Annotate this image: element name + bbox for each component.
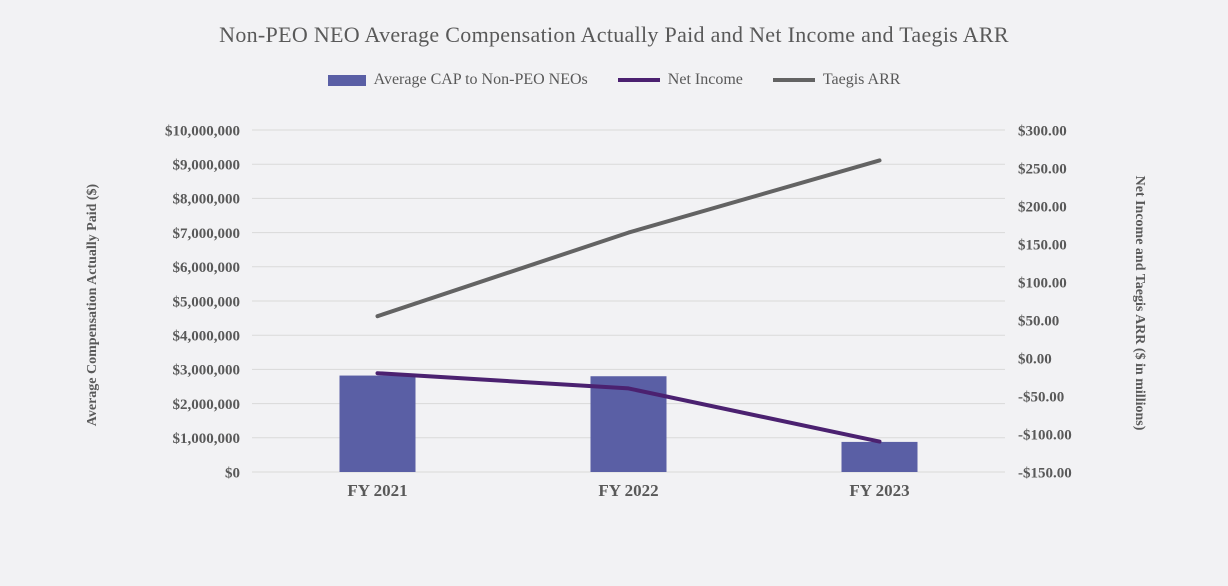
right-axis-tick: -$100.00 — [1018, 427, 1072, 443]
legend-label-taegis-arr: Taegis ARR — [822, 71, 901, 88]
right-axis-tick: $300.00 — [1018, 123, 1067, 139]
x-axis-label: FY 2021 — [347, 481, 407, 500]
bar-series — [339, 375, 918, 472]
left-axis-title: Average Compensation Actually Paid ($) — [85, 183, 100, 426]
right-axis-tick: $0.00 — [1018, 351, 1052, 367]
legend-label-average-cap: Average CAP to Non-PEO NEOs — [373, 71, 588, 88]
left-axis-tick: $10,000,000 — [165, 123, 240, 139]
left-axis-tick: $1,000,000 — [173, 431, 241, 447]
left-axis-tick: $8,000,000 — [173, 192, 241, 208]
legend-item-net-income: Net Income — [617, 71, 743, 89]
legend-label-net-income: Net Income — [667, 71, 743, 88]
left-axis-tick: $2,000,000 — [173, 397, 241, 413]
bar-fy-2022 — [590, 376, 667, 472]
right-axis-tick: $150.00 — [1018, 237, 1067, 253]
right-axis-tick: $250.00 — [1018, 161, 1067, 177]
right-axis-tick: $50.00 — [1018, 313, 1059, 329]
legend-bar-swatch-icon — [327, 74, 366, 86]
legend-item-taegis-arr: Taegis ARR — [772, 71, 901, 89]
bar-fy-2023 — [841, 441, 918, 472]
left-axis-tick: $7,000,000 — [173, 226, 241, 242]
legend-line-swatch-icon — [617, 78, 660, 82]
left-axis-tick: $6,000,000 — [173, 260, 241, 276]
right-axis-tick: -$50.00 — [1018, 389, 1064, 405]
right-axis-title: Net Income and Taegis ARR ($ in millions… — [1132, 176, 1147, 431]
x-axis-label: FY 2022 — [598, 481, 658, 500]
left-axis-tick: $4,000,000 — [173, 328, 241, 344]
left-axis-tick: $9,000,000 — [173, 157, 241, 173]
legend-item-average-cap: Average CAP to Non-PEO NEOs — [327, 71, 588, 89]
right-axis-tick: $200.00 — [1018, 199, 1067, 215]
chart-legend: Average CAP to Non-PEO NEOs Net Income T… — [0, 71, 1228, 89]
x-axis-labels: FY 2021 FY 2022 FY 2023 — [347, 481, 909, 500]
chart-title: Non-PEO NEO Average Compensation Actuall… — [219, 22, 1009, 47]
left-axis-tick: $5,000,000 — [173, 294, 241, 310]
legend-line-swatch-icon — [772, 78, 815, 82]
right-axis-tick: $100.00 — [1018, 275, 1067, 291]
left-axis-tick: $0 — [225, 465, 240, 481]
right-axis-tick: -$150.00 — [1018, 465, 1072, 481]
x-axis-label: FY 2023 — [849, 481, 909, 500]
line-series — [375, 158, 882, 444]
bar-fy-2021 — [339, 375, 416, 472]
line-taegis-arr — [375, 158, 882, 319]
line-net-income — [375, 371, 882, 444]
left-axis-tick: $3,000,000 — [173, 363, 241, 379]
axis-ticks: $0 $1,000,000 $2,000,000 $3,000,000 $4,000,0… — [165, 123, 1072, 481]
